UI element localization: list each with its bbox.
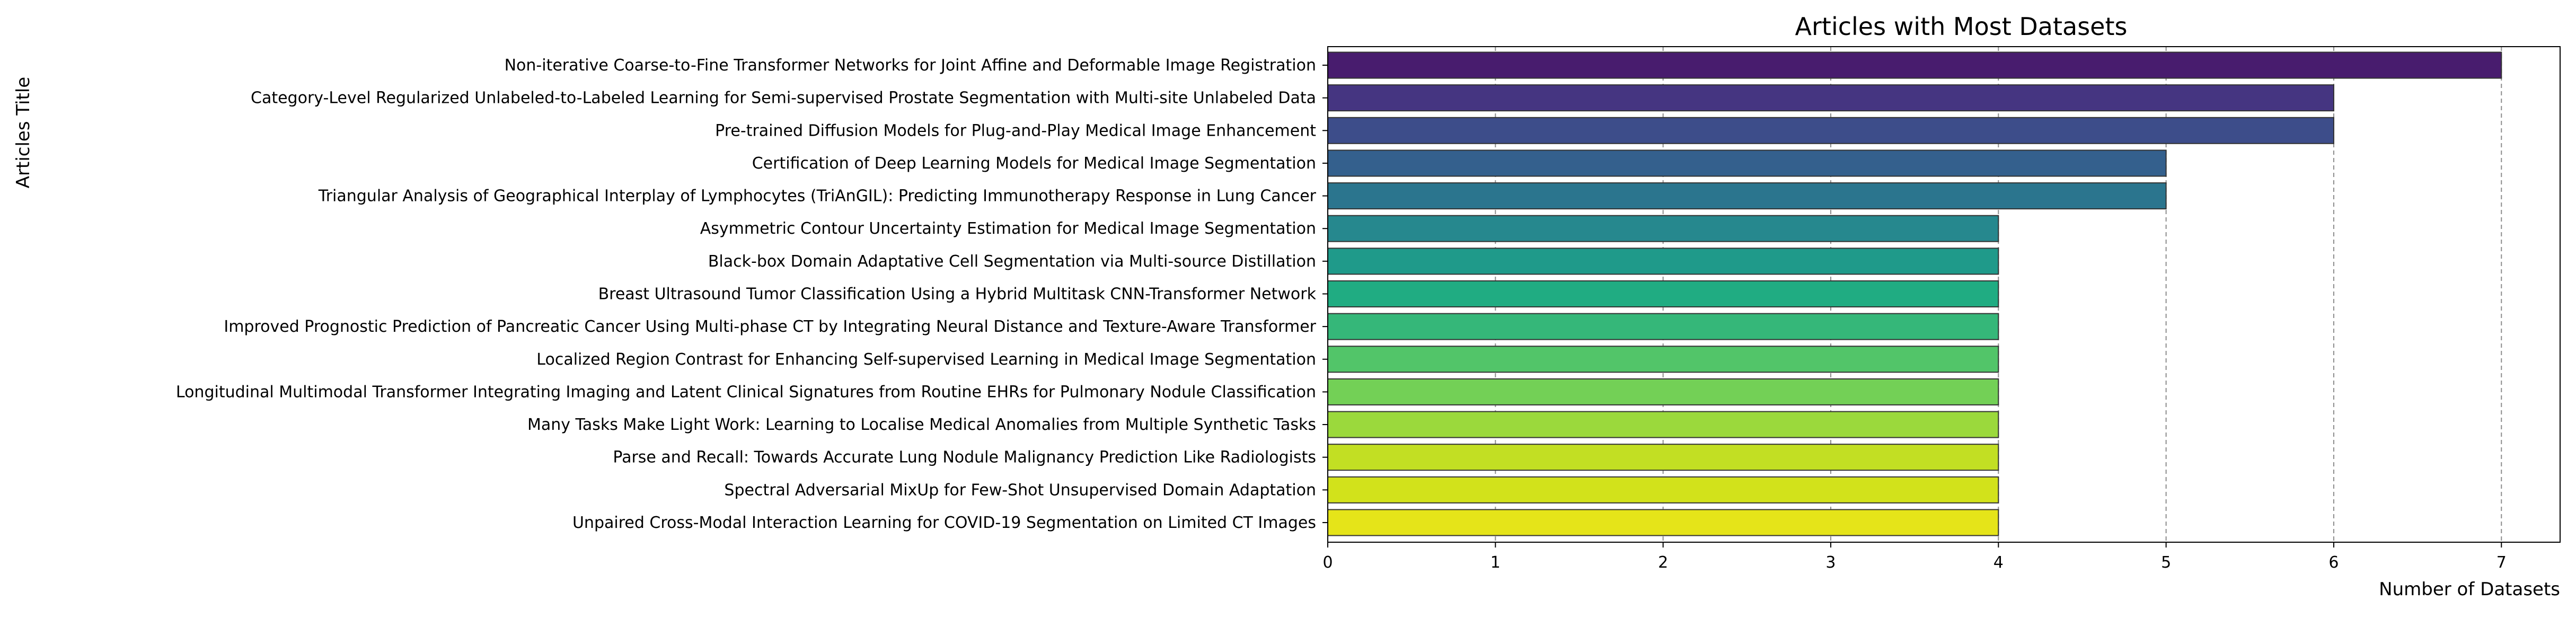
x-tick-labels: 0 1 2 3 4 5 6 7 [1322,542,2507,572]
bar [1327,411,1999,438]
x-tick-label: 1 [1490,553,1501,572]
y-tick-label: Improved Prognostic Prediction of Pancre… [224,317,1316,336]
bar [1327,149,2167,177]
bar [1327,280,1999,307]
bar [1327,215,1999,242]
bar [1327,84,2334,112]
bar [1327,476,1999,504]
x-tick-label: 2 [1658,553,1668,572]
y-tick-label: Longitudinal Multimodal Transformer Inte… [176,383,1316,401]
y-axis-label: Articles Title [13,77,34,188]
y-tick-label: Black-box Domain Adaptative Cell Segment… [708,252,1316,271]
bar [1327,378,1999,405]
y-tick-label: Spectral Adversarial MixUp for Few-Shot … [724,481,1316,499]
x-tick-label: 5 [2161,553,2171,572]
plot-area-frame [1327,46,2561,543]
x-tick-label: 3 [1825,553,1836,572]
y-tick-label: Many Tasks Make Light Work: Learning to … [527,416,1316,434]
bar [1327,509,1999,536]
x-axis-label: Number of Datasets [2379,579,2560,600]
x-tick-label: 6 [2328,553,2339,572]
bar [1327,117,2334,144]
x-tick-label: 4 [1993,553,2004,572]
y-tick-label: Certification of Deep Learning Models fo… [752,154,1316,173]
bar [1327,444,1999,471]
bar [1327,51,2502,79]
y-tick-label: Asymmetric Contour Uncertainty Estimatio… [700,219,1316,238]
y-tick-label: Localized Region Contrast for Enhancing … [536,350,1316,369]
y-tick-label: Triangular Analysis of Geographical Inte… [318,187,1317,206]
bar [1327,248,1999,275]
y-tick-labels: Non-iterative Coarse-to-Fine Transformer… [176,56,1328,532]
x-tick-label: 0 [1322,553,1333,572]
bar [1327,182,2167,210]
y-tick-label: Parse and Recall: Towards Accurate Lung … [613,448,1316,467]
x-tick-label: 7 [2496,553,2507,572]
y-tick-label: Pre-trained Diffusion Models for Plug-an… [715,121,1316,140]
y-tick-label: Non-iterative Coarse-to-Fine Transformer… [505,56,1316,75]
chart-title: Articles with Most Datasets [1795,12,2128,41]
y-tick-label: Breast Ultrasound Tumor Classification U… [598,285,1317,303]
bars [1327,51,2502,536]
y-tick-label: Category-Level Regularized Unlabeled-to-… [251,89,1316,108]
bar [1327,313,1999,340]
bar [1327,346,1999,373]
y-tick-label: Unpaired Cross-Modal Interaction Learnin… [572,514,1316,532]
